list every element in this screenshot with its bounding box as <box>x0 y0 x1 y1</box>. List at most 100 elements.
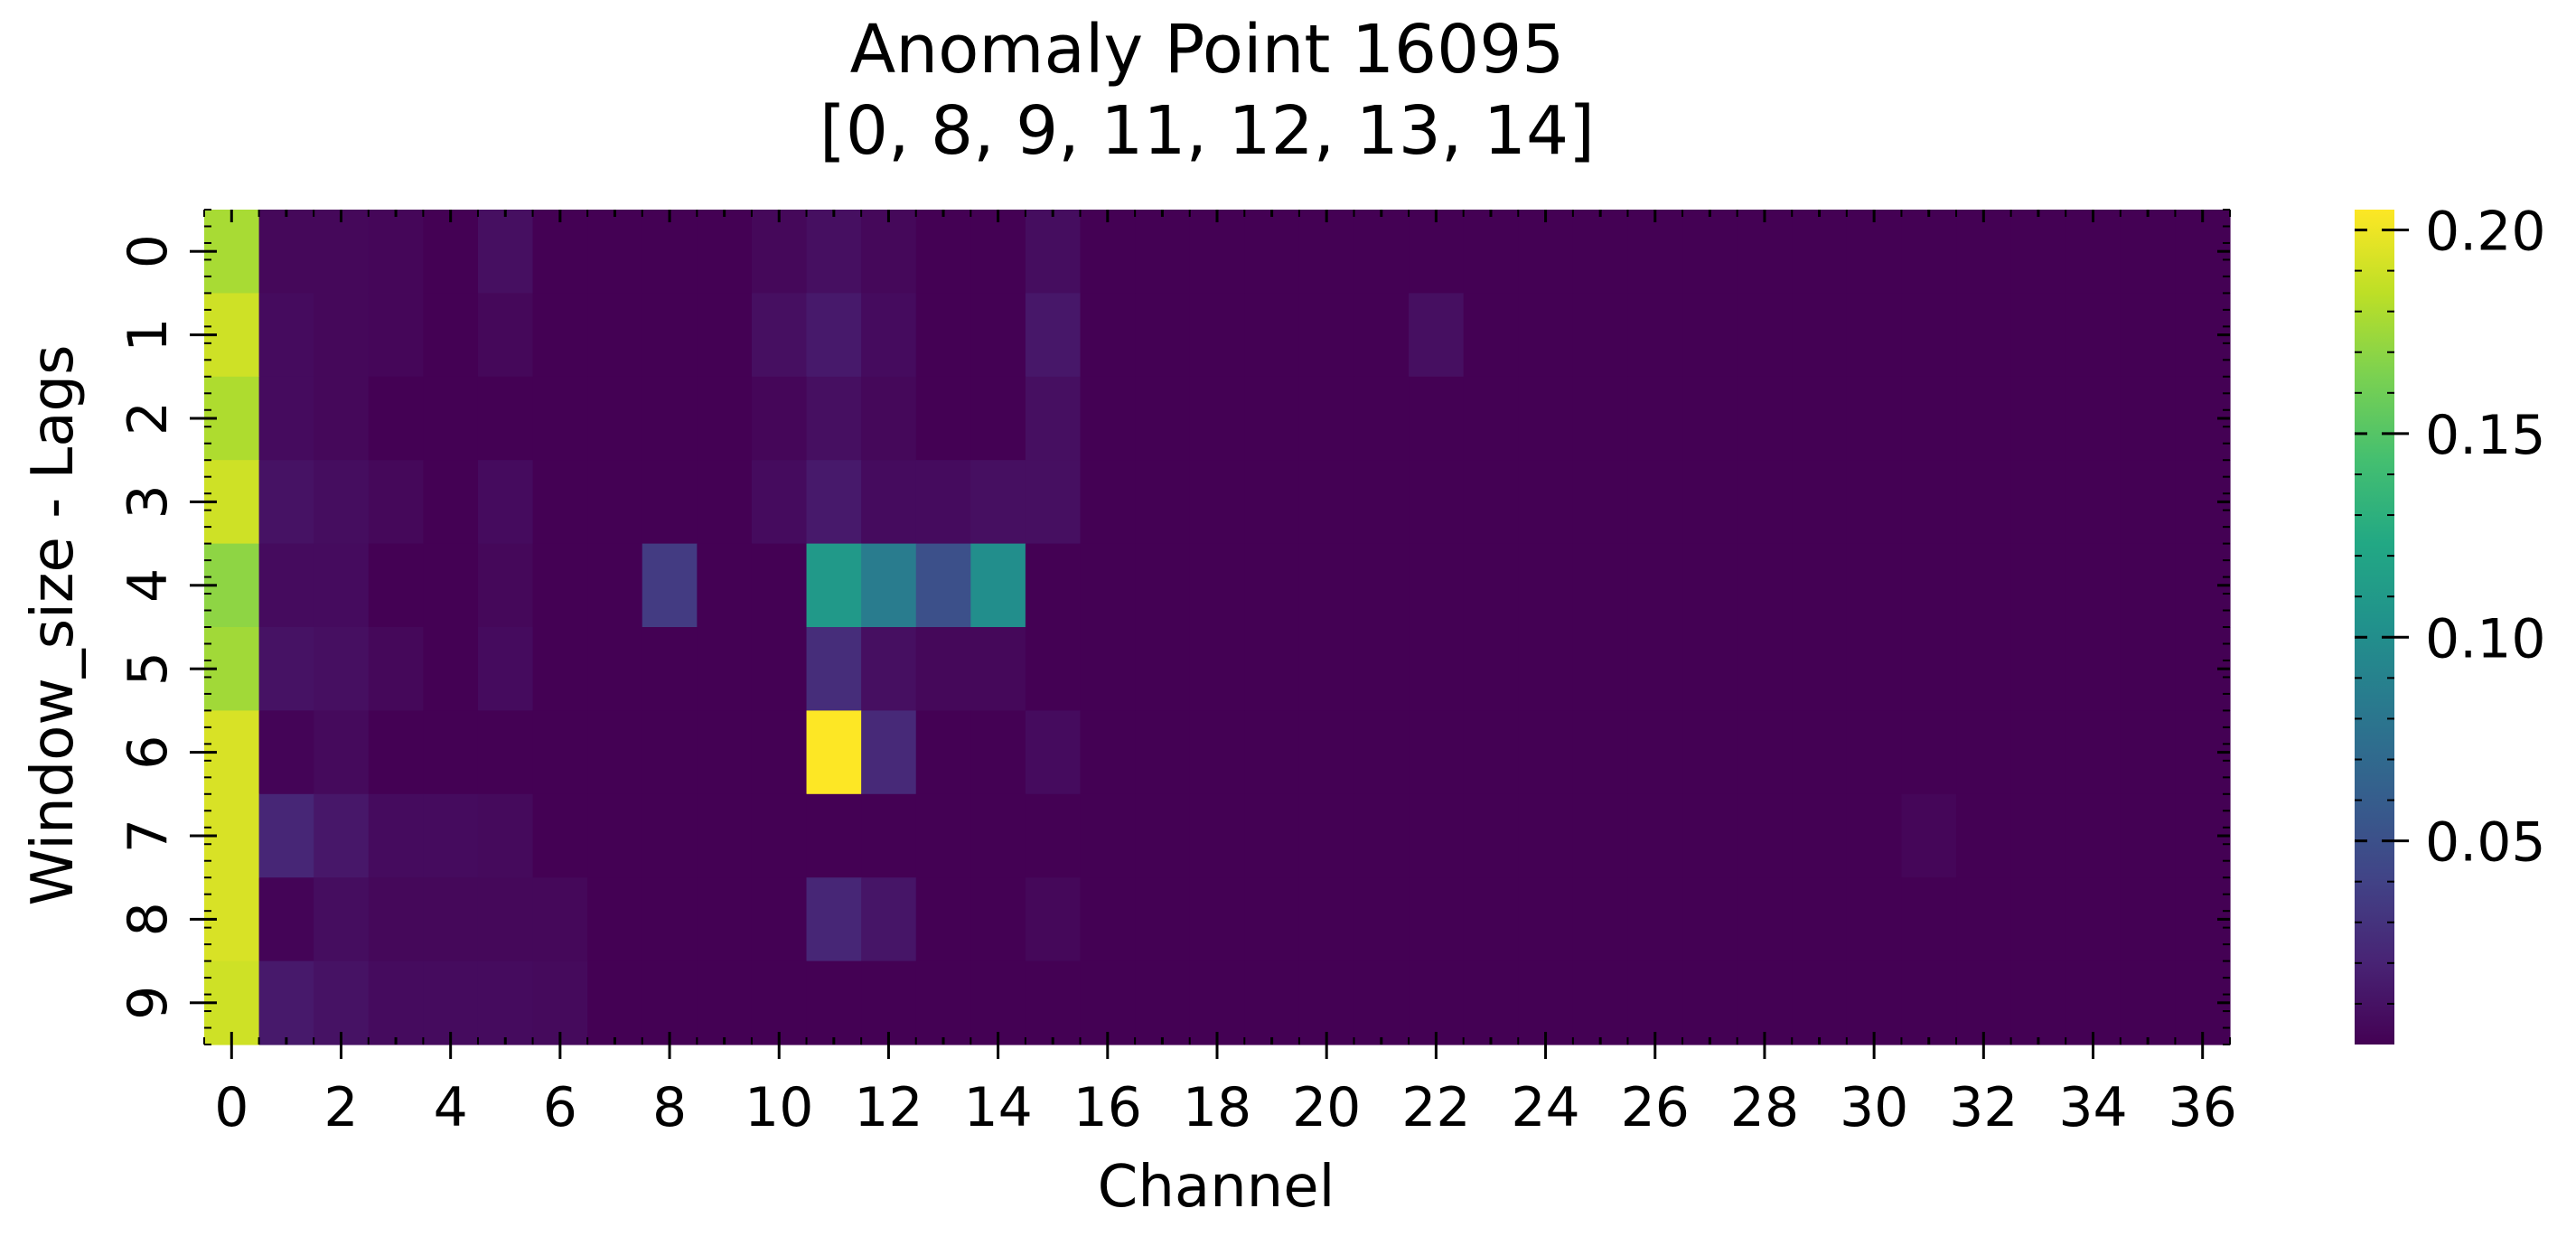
heatmap-cell <box>2010 877 2066 962</box>
heatmap-cell <box>1354 627 1410 711</box>
heatmap-cell <box>642 376 698 461</box>
heatmap-cell <box>1354 710 1410 795</box>
heatmap-cell <box>587 460 643 545</box>
heatmap-cell <box>2120 460 2176 545</box>
heatmap-cell <box>1518 376 1574 461</box>
heatmap-cell <box>587 293 643 378</box>
heatmap-cell <box>1572 460 1629 545</box>
heatmap-cell <box>1572 627 1629 711</box>
x-tick-label: 14 <box>963 1076 1032 1139</box>
heatmap-cell <box>2120 960 2176 1045</box>
heatmap-cell <box>697 376 753 461</box>
heatmap-cell <box>1463 877 1519 962</box>
x-tick-label: 28 <box>1730 1076 1799 1139</box>
heatmap-cell <box>970 627 1026 711</box>
heatmap-cell <box>1354 460 1410 545</box>
heatmap-cell <box>532 877 588 962</box>
colorbar-tick-label: 0.15 <box>2425 404 2546 467</box>
heatmap-cell <box>697 460 753 545</box>
heatmap-cell <box>314 793 370 878</box>
heatmap-cell <box>1737 460 1793 545</box>
heatmap-cell <box>258 210 314 294</box>
heatmap-cell <box>477 460 534 545</box>
heatmap-cell <box>1737 210 1793 294</box>
heatmap-cell <box>1025 460 1082 545</box>
heatmap-cell <box>642 210 698 294</box>
heatmap-cell <box>1080 460 1136 545</box>
heatmap-cell <box>806 293 862 378</box>
heatmap-cell <box>1189 376 1245 461</box>
heatmap-cell <box>1354 293 1410 378</box>
heatmap-cell <box>806 376 862 461</box>
x-tick-label: 24 <box>1511 1076 1579 1139</box>
heatmap-cell <box>1025 210 1082 294</box>
heatmap-cell <box>1901 793 1957 878</box>
heatmap-cell <box>806 210 862 294</box>
heatmap-cell <box>2065 543 2122 628</box>
heatmap-cell <box>1901 460 1957 545</box>
heatmap-cell <box>1298 293 1355 378</box>
heatmap-cell <box>477 960 534 1045</box>
heatmap-cell <box>1792 210 1848 294</box>
heatmap-cell <box>915 543 971 628</box>
x-tick-label: 0 <box>214 1076 248 1139</box>
heatmap-cell <box>2120 376 2176 461</box>
heatmap-cell <box>1627 877 1683 962</box>
heatmap-cell <box>1627 710 1683 795</box>
heatmap-cell <box>1463 210 1519 294</box>
heatmap-cell <box>423 543 479 628</box>
heatmap-cell <box>861 793 917 878</box>
heatmap-cell <box>1572 793 1629 878</box>
x-tick-label: 18 <box>1183 1076 1251 1139</box>
heatmap-cell <box>1354 960 1410 1045</box>
heatmap-cell <box>1956 543 2012 628</box>
heatmap-cell <box>368 543 424 628</box>
heatmap-cell <box>1025 877 1082 962</box>
heatmap-cell <box>1189 460 1245 545</box>
y-tick-label: 1 <box>117 318 180 352</box>
x-axis-label: Channel <box>1098 1154 1335 1221</box>
heatmap-cell <box>751 460 808 545</box>
heatmap-cell <box>1463 543 1519 628</box>
heatmap-cell <box>1463 793 1519 878</box>
heatmap-cell <box>1080 877 1136 962</box>
heatmap-cell <box>532 210 588 294</box>
heatmap-cell <box>751 293 808 378</box>
chart-title-line1: Anomaly Point 16095 <box>850 11 1565 89</box>
heatmap-cell <box>1682 293 1738 378</box>
heatmap-cell <box>477 376 534 461</box>
heatmap-cell <box>1409 960 1465 1045</box>
heatmap-cell <box>1792 960 1848 1045</box>
heatmap-cell <box>477 627 534 711</box>
heatmap-cell <box>1737 877 1793 962</box>
heatmap-cell <box>587 376 643 461</box>
heatmap-cell <box>1518 293 1574 378</box>
heatmap-cell <box>1354 543 1410 628</box>
heatmap-cell <box>642 543 698 628</box>
heatmap-cell <box>1846 293 1903 378</box>
heatmap-cell <box>1792 293 1848 378</box>
heatmap-cell <box>1682 793 1738 878</box>
heatmap-cell <box>1080 793 1136 878</box>
heatmap-cell <box>861 293 917 378</box>
x-tick-label: 34 <box>2058 1076 2127 1139</box>
heatmap-cell <box>1627 960 1683 1045</box>
heatmap-cell <box>1298 210 1355 294</box>
heatmap-cell <box>1627 293 1683 378</box>
heatmap-cell <box>2010 210 2066 294</box>
heatmap-cell <box>1518 543 1574 628</box>
heatmap-cell <box>1572 710 1629 795</box>
heatmap-cell <box>477 710 534 795</box>
heatmap-cell <box>1956 877 2012 962</box>
heatmap-cell <box>1572 376 1629 461</box>
heatmap-cell <box>1518 960 1574 1045</box>
heatmap-cell <box>2010 460 2066 545</box>
heatmap-cell <box>1572 543 1629 628</box>
heatmap-cell <box>258 627 314 711</box>
heatmap-cell <box>1901 543 1957 628</box>
heatmap-cell <box>861 210 917 294</box>
heatmap-cell <box>1080 210 1136 294</box>
heatmap-cell <box>697 210 753 294</box>
heatmap-cell <box>915 877 971 962</box>
heatmap-cell <box>1354 210 1410 294</box>
